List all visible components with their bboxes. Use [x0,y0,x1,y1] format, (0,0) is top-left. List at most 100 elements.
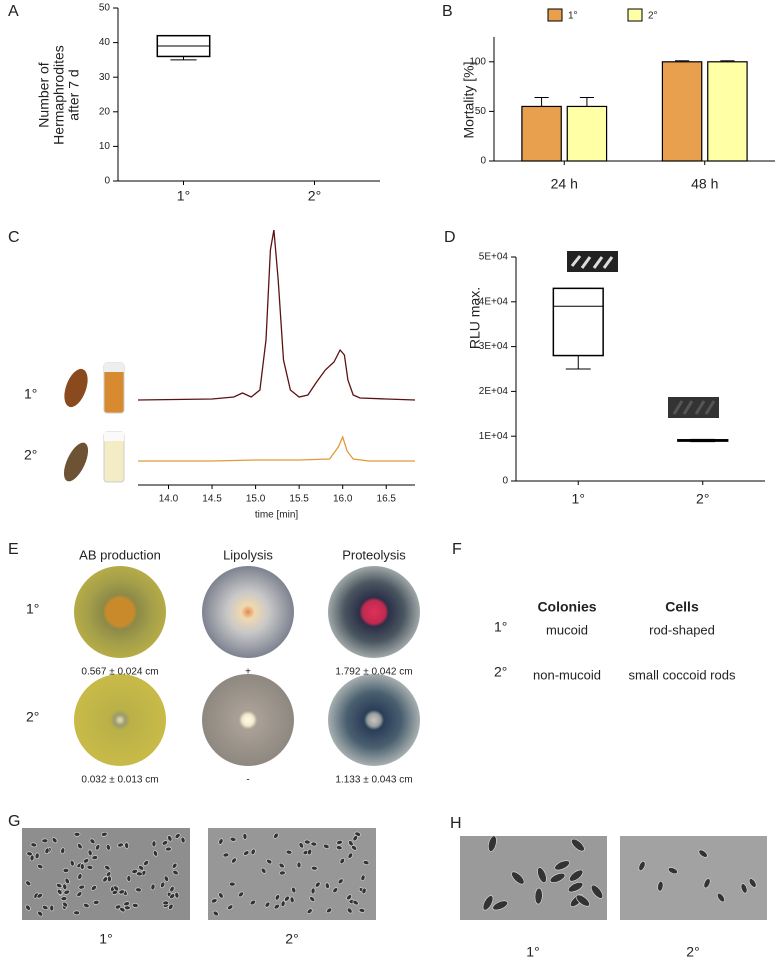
micrograph-cell [571,838,585,852]
micrograph-cell [77,843,83,850]
micrograph-cell [91,855,99,860]
micrograph-cell [151,840,157,848]
bar [707,61,748,162]
micrograph-cell [264,901,271,908]
table-header: Colonies [537,599,596,615]
micrograph-cell [249,899,256,906]
measurement: 0.032 ± 0.013 cm [81,775,158,786]
y-tick-label: 100 [469,56,486,67]
micrograph-cell [143,860,149,866]
micrograph-cell [352,899,359,906]
measurement: 1.792 ± 0.042 cm [335,667,412,678]
micrograph-cell [278,862,285,869]
micrograph-cell [346,894,352,901]
x-tick-label: 14.5 [202,494,222,505]
row-label: 2° [494,664,507,680]
micrograph-cell [567,882,584,893]
micrograph-cell [346,907,353,914]
micrograph-cell [279,870,286,876]
panel-label: E [8,541,19,558]
micrograph-cell [174,833,181,839]
micrograph-cell [168,903,174,910]
micrograph-cell [310,841,318,847]
panel-label: F [452,541,462,558]
micrograph-cell [667,867,678,875]
micrograph-cell [76,891,83,897]
y-tick-label: 2E+04 [479,386,509,397]
micrograph-cell [150,883,156,891]
micrograph-cell [549,872,566,883]
x-tick-label: 16.0 [333,494,353,505]
micrograph-cell [569,869,584,882]
legend-swatch [627,8,643,22]
micrograph-cell [242,833,248,840]
bar [521,105,562,162]
micrograph-cell [30,842,38,848]
micrograph-cell [180,836,186,844]
y-tick-label: 40 [99,37,111,48]
table-cell: rod-shaped [649,622,715,637]
micrograph-cell [347,852,353,859]
table-cell: small coccoid rods [629,667,736,682]
micrograph-cell [260,867,267,874]
micrograph-cell [243,850,250,856]
micrograph-cell [135,887,142,893]
micrograph-cell [285,849,293,855]
micrograph-cell [351,845,358,851]
y-tick-label: 5E+04 [479,252,509,263]
panel-label: H [450,815,462,832]
micrograph-cell [161,840,168,846]
legend-swatch [547,8,563,22]
larva-icon [63,368,89,482]
micrograph-cell [41,838,49,844]
micrograph-cell [298,842,304,849]
micrograph-cell [131,869,138,874]
micrograph-cell [104,865,111,871]
x-tick-label: 2° [308,188,321,204]
y-tick-label: 0 [502,476,508,487]
micrograph-cell [36,893,43,899]
measurement: + [245,667,251,678]
y-tick-label: 3E+04 [479,341,509,352]
micrograph [208,828,376,920]
row-label: 2° [26,709,39,725]
micrograph-cell [95,844,101,851]
y-axis-label: RLU max. [467,287,483,349]
y-tick-label: 20 [99,106,111,117]
micrograph-cell [29,854,35,862]
micrograph-cell [590,884,604,899]
micrograph-cell [62,901,69,908]
micrograph-cell [25,904,31,911]
micrograph-cell [289,896,295,904]
micrograph-cell [358,908,366,913]
micrograph-cell [25,880,32,887]
micrograph-cell [638,861,646,872]
x-axis-label: time [min] [255,510,299,521]
micrograph-cell [554,860,570,871]
micrograph-cell [310,887,316,895]
micrograph-cell [211,898,218,904]
measurement: 0.567 ± 0.024 cm [81,667,158,678]
y-axis-label: Hermaphrodites [51,45,67,145]
micrograph-cell [60,847,66,854]
bar [566,105,608,162]
y-tick-label: 50 [99,3,111,14]
micrograph-cell [83,903,90,909]
micrograph-cell [117,842,124,848]
x-tick-label: 2° [696,491,709,507]
panel-label: G [8,813,20,830]
micrograph-cell [136,871,143,877]
column-header: Lipolysis [223,547,273,562]
micrograph-cell [77,873,83,880]
box [552,287,604,357]
micrograph-cell [323,843,330,849]
micrograph-cell [86,864,94,870]
micrograph-cell [222,852,230,858]
trace [137,229,416,401]
micrograph-cell [138,865,145,871]
micrograph [620,836,767,920]
micrograph-cell [123,901,130,907]
micrograph-cell [740,883,748,894]
trace-label: 1° [24,386,37,402]
micrograph-cell [87,849,93,857]
